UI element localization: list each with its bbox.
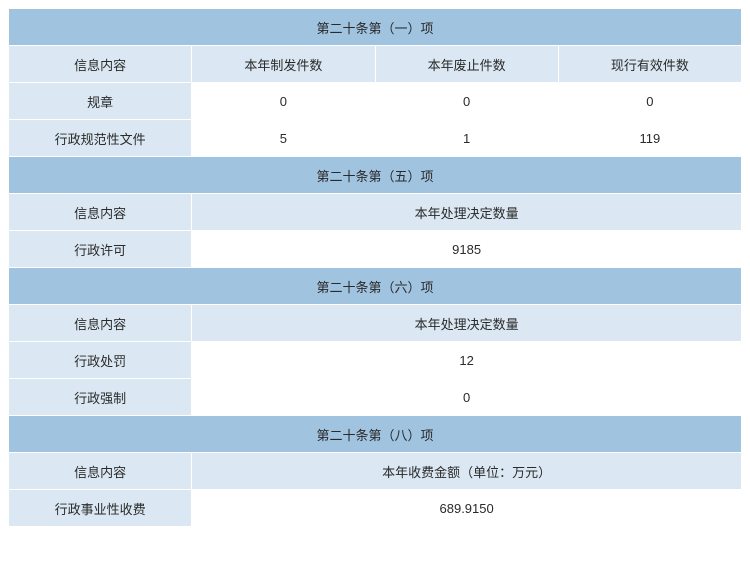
row-label: 行政处罚 (9, 342, 192, 379)
table-row: 行政强制 0 (9, 379, 742, 416)
data-cell: 119 (558, 120, 741, 157)
data-cell: 0 (558, 83, 741, 120)
section-header-row: 第二十条第（八）项 (9, 416, 742, 453)
section-title: 第二十条第（八）项 (9, 416, 742, 453)
table-row: 行政事业性收费 689.9150 (9, 490, 742, 527)
data-cell: 0 (192, 379, 742, 416)
column-header: 信息内容 (9, 453, 192, 490)
table-row: 行政规范性文件 5 1 119 (9, 120, 742, 157)
table-row: 行政许可 9185 (9, 231, 742, 268)
data-cell: 12 (192, 342, 742, 379)
row-label: 行政许可 (9, 231, 192, 268)
column-headers-row: 信息内容 本年处理决定数量 (9, 194, 742, 231)
data-table: 第二十条第（一）项 信息内容 本年制发件数 本年废止件数 现行有效件数 规章 0… (8, 8, 742, 527)
column-headers-row: 信息内容 本年制发件数 本年废止件数 现行有效件数 (9, 46, 742, 83)
data-cell: 0 (375, 83, 558, 120)
column-header: 信息内容 (9, 194, 192, 231)
data-cell: 9185 (192, 231, 742, 268)
section-header-row: 第二十条第（五）项 (9, 157, 742, 194)
data-cell: 1 (375, 120, 558, 157)
column-header: 本年处理决定数量 (192, 194, 742, 231)
column-headers-row: 信息内容 本年收费金额（单位：万元） (9, 453, 742, 490)
row-label: 规章 (9, 83, 192, 120)
section-header-row: 第二十条第（一）项 (9, 9, 742, 46)
table-row: 行政处罚 12 (9, 342, 742, 379)
column-header: 本年废止件数 (375, 46, 558, 83)
section-header-row: 第二十条第（六）项 (9, 268, 742, 305)
column-header: 现行有效件数 (558, 46, 741, 83)
column-header: 信息内容 (9, 46, 192, 83)
section-title: 第二十条第（五）项 (9, 157, 742, 194)
section-title: 第二十条第（六）项 (9, 268, 742, 305)
row-label: 行政规范性文件 (9, 120, 192, 157)
column-headers-row: 信息内容 本年处理决定数量 (9, 305, 742, 342)
table-row: 规章 0 0 0 (9, 83, 742, 120)
column-header: 信息内容 (9, 305, 192, 342)
data-cell: 0 (192, 83, 375, 120)
row-label: 行政强制 (9, 379, 192, 416)
column-header: 本年收费金额（单位：万元） (192, 453, 742, 490)
data-cell: 5 (192, 120, 375, 157)
column-header: 本年制发件数 (192, 46, 375, 83)
section-title: 第二十条第（一）项 (9, 9, 742, 46)
data-cell: 689.9150 (192, 490, 742, 527)
column-header: 本年处理决定数量 (192, 305, 742, 342)
row-label: 行政事业性收费 (9, 490, 192, 527)
